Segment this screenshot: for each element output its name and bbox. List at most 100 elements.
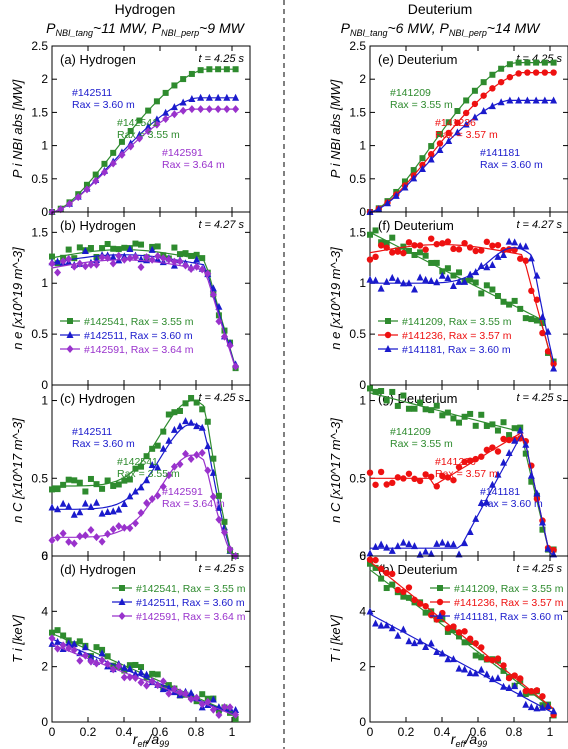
marker-diamond <box>165 255 173 264</box>
marker-circle <box>400 249 407 257</box>
marker-triangle <box>516 426 524 434</box>
marker-triangle <box>126 492 134 500</box>
marker-triangle <box>515 96 523 104</box>
series-annotation: Rax = 3.60 m <box>72 99 135 111</box>
marker-triangle <box>497 98 505 106</box>
marker-circle <box>444 238 452 245</box>
marker-diamond <box>104 660 112 669</box>
marker-diamond <box>65 644 73 653</box>
legend-entry: #142511, Rax = 3.60 m <box>136 597 245 609</box>
marker-diamond <box>131 253 139 262</box>
marker-square <box>472 279 479 286</box>
fit-line <box>51 108 236 213</box>
marker-square <box>400 392 407 399</box>
marker-square <box>176 407 183 414</box>
marker-circle <box>389 249 396 256</box>
series-annotation: Rax = 3.60 m <box>72 438 135 450</box>
marker-square <box>405 405 412 412</box>
marker-square <box>450 415 457 422</box>
series-annotation: #142591 <box>162 486 203 498</box>
marker-diamond <box>126 254 134 263</box>
marker-square <box>93 644 100 651</box>
marker-circle <box>461 458 468 466</box>
marker-square <box>494 427 501 434</box>
marker-circle <box>517 255 524 262</box>
marker-diamond <box>204 697 212 706</box>
marker-diamond <box>115 251 123 260</box>
x-tick-label: 0.4 <box>434 725 451 739</box>
marker-square <box>411 251 418 258</box>
marker-diamond <box>165 471 173 480</box>
marker-square <box>206 66 213 73</box>
marker-diamond <box>98 253 106 262</box>
marker-square <box>210 455 217 462</box>
series-annotation: Rax = 3.60 m <box>480 159 543 171</box>
marker-diamond <box>65 199 73 208</box>
marker-square <box>467 410 474 417</box>
panel-g: 0 0.5 1 (g) Deuterium t = 4.25 s n C [x10^17 … <box>328 384 568 563</box>
marker-diamond <box>182 261 190 270</box>
marker-triangle <box>483 263 491 271</box>
marker-square <box>506 432 513 439</box>
marker-triangle <box>505 683 513 691</box>
marker-square <box>422 252 429 259</box>
marker-square <box>93 481 100 488</box>
marker-triangle <box>170 425 178 433</box>
marker-triangle <box>538 703 546 711</box>
marker-square <box>433 259 440 266</box>
marker-square <box>444 409 451 416</box>
marker-diamond <box>154 491 162 500</box>
marker-diamond <box>204 466 212 475</box>
marker-triangle <box>232 93 240 101</box>
x-tick-label: 1 <box>229 725 236 739</box>
marker-square <box>511 297 518 304</box>
marker-triangle <box>522 700 530 708</box>
marker-triangle <box>59 499 67 507</box>
marker-triangle <box>126 664 134 672</box>
marker-triangle <box>480 107 488 115</box>
marker-diamond <box>144 127 152 136</box>
marker-diamond <box>81 262 89 271</box>
marker-circle <box>483 655 491 663</box>
marker-square <box>87 475 94 482</box>
marker-circle <box>372 481 379 488</box>
marker-circle <box>400 588 407 596</box>
marker-square <box>436 131 443 138</box>
marker-square <box>143 453 150 460</box>
marker-triangle <box>461 665 469 673</box>
marker-triangle <box>433 539 441 547</box>
fit-line <box>369 561 554 710</box>
marker-triangle <box>383 199 391 207</box>
legend-entry: #142511, Rax = 3.60 m <box>84 330 193 342</box>
marker-diamond <box>165 689 173 698</box>
marker-square <box>83 181 90 188</box>
marker-square <box>121 244 128 251</box>
marker-triangle <box>505 449 513 457</box>
marker-circle <box>480 92 487 99</box>
marker-triangle <box>544 702 552 710</box>
marker-square <box>193 399 200 406</box>
marker-circle <box>433 483 440 490</box>
marker-diamond <box>104 529 112 538</box>
marker-diamond <box>48 536 56 545</box>
marker-diamond <box>223 105 231 114</box>
marker-square <box>171 82 178 89</box>
marker-triangle <box>416 637 424 645</box>
marker-diamond <box>109 159 117 168</box>
marker-diamond <box>226 703 234 712</box>
marker-diamond <box>93 659 101 668</box>
marker-circle <box>544 348 552 355</box>
marker-triangle <box>405 637 413 645</box>
marker-square <box>400 243 407 250</box>
marker-circle <box>522 687 529 695</box>
marker-circle <box>533 687 541 694</box>
marker-triangle <box>197 93 205 101</box>
marker-triangle <box>388 273 396 281</box>
marker-square <box>439 412 446 419</box>
panel-label: (b) Hydrogen <box>60 218 136 233</box>
series-annotation: #141209 <box>390 426 431 438</box>
marker-diamond <box>118 150 126 159</box>
marker-diamond <box>182 689 190 698</box>
marker-square <box>411 405 418 412</box>
